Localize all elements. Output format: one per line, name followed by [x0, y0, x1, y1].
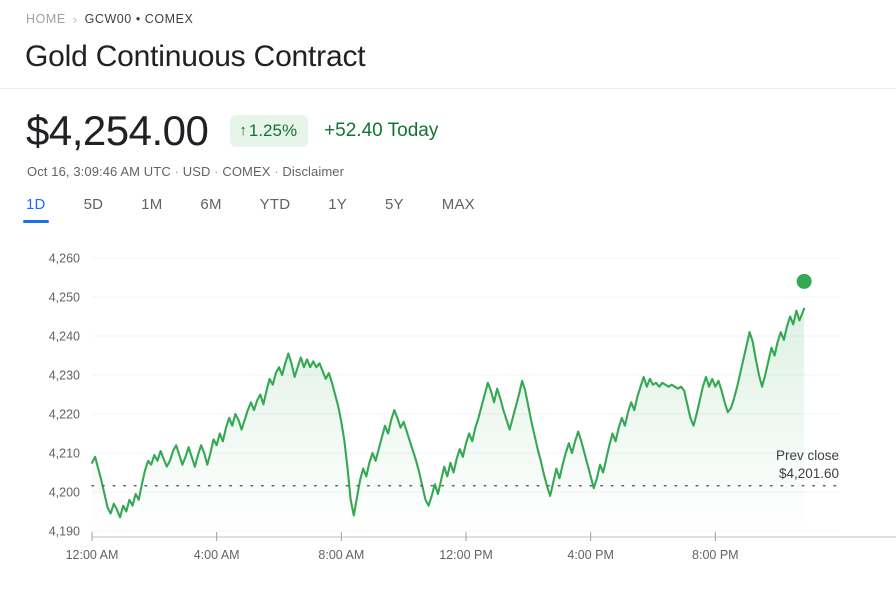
last-price-marker: [796, 273, 812, 289]
chart-y-axis-labels: 4,260 4,250 4,240 4,230 4,220 4,210 4,200 4,190: [49, 252, 80, 539]
chevron-right-icon: ›: [72, 11, 78, 27]
quote-metadata: Oct 16, 3:09:46 AM UTC · USD · COMEX · D…: [27, 164, 344, 179]
breadcrumb-home-link[interactable]: HOME: [26, 12, 66, 26]
prev-close-label: Prev close: [776, 448, 839, 463]
quote-exchange: COMEX: [222, 164, 271, 179]
change-absolute-value: +52.40 Today: [324, 120, 439, 141]
tab-6m[interactable]: 6M: [200, 196, 222, 213]
quote-currency: USD: [182, 164, 211, 179]
x-axis-tick-label: 8:00 PM: [692, 548, 739, 562]
x-axis-tick-label: 4:00 PM: [567, 548, 614, 562]
tab-1m[interactable]: 1M: [141, 196, 163, 213]
meta-separator-2: ·: [214, 164, 219, 179]
range-tabs: 1D 5D 1M 6M YTD 1Y 5Y MAX: [23, 192, 475, 223]
tab-ytd[interactable]: YTD: [259, 196, 291, 213]
meta-separator-1: ·: [174, 164, 179, 179]
y-axis-tick-label: 4,220: [49, 408, 80, 422]
chart-line: [90, 307, 806, 519]
x-axis-tick-label: 8:00 AM: [318, 548, 364, 562]
current-price: $4,254.00: [26, 107, 209, 154]
y-axis-tick-label: 4,190: [49, 525, 80, 539]
tab-5y[interactable]: 5Y: [385, 196, 404, 213]
tab-5d[interactable]: 5D: [83, 196, 104, 213]
price-chart[interactable]: 4,260 4,250 4,240 4,230 4,220 4,210 4,200 4,190…: [0, 236, 896, 590]
x-axis-tick-label: 12:00 PM: [439, 548, 493, 562]
change-percent-value: 1.25%: [248, 121, 298, 140]
meta-separator-3: ·: [274, 164, 279, 179]
prev-close-value: $4,201.60: [779, 466, 839, 481]
quote-timestamp: Oct 16, 3:09:46 AM UTC: [27, 164, 171, 179]
tab-max[interactable]: MAX: [441, 196, 475, 213]
price-chart-svg[interactable]: 4,260 4,250 4,240 4,230 4,220 4,210 4,200 4,190…: [0, 236, 896, 590]
chart-x-axis-ticks: [91, 532, 716, 541]
breadcrumb: HOME › GCW00 • COMEX: [26, 12, 193, 26]
y-axis-tick-label: 4,210: [49, 447, 80, 461]
y-axis-tick-label: 4,200: [49, 486, 80, 500]
arrow-up-icon: ↑: [239, 122, 247, 139]
tab-1d[interactable]: 1D: [23, 192, 49, 223]
quote-summary: $4,254.00 ↑ 1.25% +52.40 Today: [26, 106, 438, 156]
y-axis-tick-label: 4,230: [49, 369, 80, 383]
x-axis-tick-label: 12:00 AM: [66, 548, 119, 562]
breadcrumb-current[interactable]: GCW00 • COMEX: [84, 12, 194, 26]
y-axis-tick-label: 4,240: [49, 330, 80, 344]
chart-x-axis-labels: 12:00 AM 4:00 AM 8:00 AM 12:00 PM 4:00 PM 8:0…: [66, 548, 739, 562]
y-axis-tick-label: 4,250: [49, 291, 80, 305]
tab-1y[interactable]: 1Y: [328, 196, 348, 213]
x-axis-tick-label: 4:00 AM: [194, 548, 240, 562]
y-axis-tick-label: 4,260: [49, 252, 80, 266]
chart-area-fill: [92, 308, 805, 531]
change-percent-badge: ↑ 1.25%: [230, 115, 309, 147]
header-divider: [0, 88, 896, 89]
disclaimer-link[interactable]: Disclaimer: [282, 164, 345, 179]
page-title: Gold Continuous Contract: [25, 40, 366, 73]
